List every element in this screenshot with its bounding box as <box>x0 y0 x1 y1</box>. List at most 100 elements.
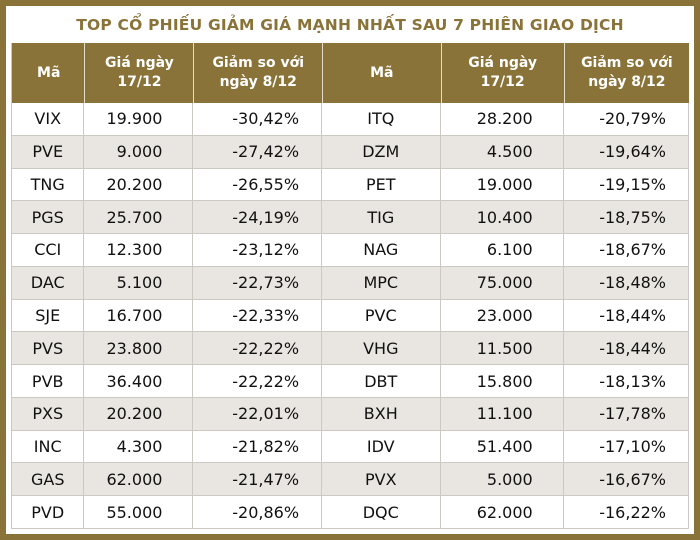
change-cell: -16,22% <box>563 496 689 529</box>
table-row: PVS 23.800 -22,22% VHG 11.500 -18,44% <box>12 332 689 366</box>
table-row: VIX 19.900 -30,42% ITQ 28.200 -20,79% <box>12 103 689 136</box>
change-cell: -20,79% <box>563 103 689 136</box>
price-cell: 20.200 <box>84 397 194 431</box>
price-cell: 4.500 <box>440 135 564 169</box>
code-cell: PVD <box>12 496 85 529</box>
change-cell: -19,64% <box>563 135 689 169</box>
code-cell: ITQ <box>322 103 441 136</box>
header-price-left: Giá ngày 17/12 <box>84 43 194 103</box>
price-cell: 5.000 <box>440 463 564 497</box>
change-cell: -20,86% <box>193 496 323 529</box>
price-cell: 23.000 <box>440 299 564 333</box>
code-cell: PVE <box>12 135 85 169</box>
code-cell: DAC <box>12 266 85 300</box>
change-cell: -21,82% <box>193 430 323 464</box>
code-cell: MPC <box>322 266 441 300</box>
change-cell: -16,67% <box>563 463 689 497</box>
price-cell: 5.100 <box>84 266 194 300</box>
change-cell: -22,22% <box>193 365 323 398</box>
code-cell: PVS <box>12 332 85 366</box>
header-change-left: Giảm so với ngày 8/12 <box>193 43 323 103</box>
table-row: PGS 25.700 -24,19% TIG 10.400 -18,75% <box>12 201 689 235</box>
change-cell: -22,33% <box>193 299 323 333</box>
price-cell: 23.800 <box>84 332 194 366</box>
header-change-line1: Giảm so với <box>581 55 673 72</box>
change-cell: -26,55% <box>193 168 323 202</box>
header-change-line1: Giảm so với <box>212 55 305 72</box>
price-cell: 75.000 <box>440 266 564 300</box>
table-header: Mã Giá ngày 17/12 Giảm so với ngày 8/12 … <box>12 43 689 103</box>
page-title: TOP CỔ PHIẾU GIẢM GIÁ MẠNH NHẤT SAU 7 PH… <box>76 15 624 34</box>
code-cell: INC <box>12 430 85 464</box>
code-cell: PET <box>322 168 441 202</box>
code-cell: PVC <box>322 299 441 333</box>
table-row: SJE 16.700 -22,33% PVC 23.000 -18,44% <box>12 299 689 333</box>
change-cell: -23,12% <box>193 234 323 267</box>
change-cell: -21,47% <box>193 463 323 497</box>
code-cell: IDV <box>322 430 441 464</box>
header-code-left: Mã <box>12 43 85 103</box>
header-price-line2: 17/12 <box>117 74 162 90</box>
change-cell: -18,75% <box>563 201 689 235</box>
price-cell: 36.400 <box>84 365 194 398</box>
table-body: VIX 19.900 -30,42% ITQ 28.200 -20,79% PVE 9.000… <box>12 103 689 529</box>
price-cell: 55.000 <box>84 496 194 529</box>
price-cell: 11.500 <box>440 332 564 366</box>
change-cell: -18,13% <box>563 365 689 398</box>
stock-table: Mã Giá ngày 17/12 Giảm so với ngày 8/12 … <box>11 43 689 529</box>
change-cell: -24,19% <box>193 201 323 235</box>
table-row: INC 4.300 -21,82% IDV 51.400 -17,10% <box>12 430 689 464</box>
price-cell: 62.000 <box>440 496 564 529</box>
change-cell: -18,44% <box>563 299 689 333</box>
code-cell: DQC <box>322 496 441 529</box>
table-row: PVB 36.400 -22,22% DBT 15.800 -18,13% <box>12 365 689 398</box>
header-change-line2: ngày 8/12 <box>588 74 666 90</box>
code-cell: CCI <box>12 234 85 267</box>
table-row: PVE 9.000 -27,42% DZM 4.500 -19,64% <box>12 135 689 169</box>
table-row: CCI 12.300 -23,12% NAG 6.100 -18,67% <box>12 234 689 267</box>
header-price-right: Giá ngày 17/12 <box>440 43 564 103</box>
header-price-line2: 17/12 <box>480 74 525 90</box>
price-cell: 28.200 <box>440 103 564 136</box>
change-cell: -27,42% <box>193 135 323 169</box>
code-cell: PVB <box>12 365 85 398</box>
price-cell: 15.800 <box>440 365 564 398</box>
price-cell: 16.700 <box>84 299 194 333</box>
header-row: Mã Giá ngày 17/12 Giảm so với ngày 8/12 … <box>12 43 689 103</box>
table-row: TNG 20.200 -26,55% PET 19.000 -19,15% <box>12 168 689 202</box>
table-row: PXS 20.200 -22,01% BXH 11.100 -17,78% <box>12 397 689 431</box>
code-cell: VIX <box>12 103 85 136</box>
code-cell: DZM <box>322 135 441 169</box>
change-cell: -19,15% <box>563 168 689 202</box>
price-cell: 25.700 <box>84 201 194 235</box>
header-price-line1: Giá ngày <box>468 55 537 72</box>
price-cell: 62.000 <box>84 463 194 497</box>
price-cell: 11.100 <box>440 397 564 431</box>
header-price-line1: Giá ngày <box>105 55 174 72</box>
price-cell: 19.900 <box>84 103 194 136</box>
code-cell: PVX <box>322 463 441 497</box>
price-cell: 6.100 <box>440 234 564 267</box>
code-cell: VHG <box>322 332 441 366</box>
change-cell: -18,67% <box>563 234 689 267</box>
code-cell: TIG <box>322 201 441 235</box>
change-cell: -22,73% <box>193 266 323 300</box>
header-change-line2: ngày 8/12 <box>219 74 297 90</box>
price-cell: 51.400 <box>440 430 564 464</box>
price-cell: 9.000 <box>84 135 194 169</box>
table-container: Mã Giá ngày 17/12 Giảm so với ngày 8/12 … <box>11 43 689 529</box>
code-cell: TNG <box>12 168 85 202</box>
code-cell: PXS <box>12 397 85 431</box>
change-cell: -18,44% <box>563 332 689 366</box>
code-cell: PGS <box>12 201 85 235</box>
price-cell: 4.300 <box>84 430 194 464</box>
table-row: PVD 55.000 -20,86% DQC 62.000 -16,22% <box>12 496 689 529</box>
code-cell: BXH <box>322 397 441 431</box>
change-cell: -22,22% <box>193 332 323 366</box>
change-cell: -17,10% <box>563 430 689 464</box>
price-cell: 10.400 <box>440 201 564 235</box>
code-cell: NAG <box>322 234 441 267</box>
code-cell: SJE <box>12 299 85 333</box>
change-cell: -18,48% <box>563 266 689 300</box>
